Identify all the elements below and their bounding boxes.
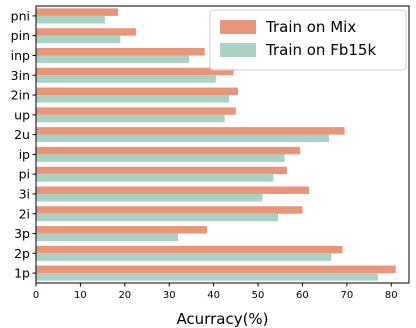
y-tick-label-2u: 2u <box>14 127 30 142</box>
bar-3in-fb15k <box>36 75 216 83</box>
bar-up-fb15k <box>36 114 225 123</box>
bar-2i-fb15k <box>36 213 279 222</box>
x-tick-label-0: 0 <box>33 290 39 301</box>
y-tick-label-2p: 2p <box>14 246 30 261</box>
bar-3in-mix <box>36 67 234 76</box>
bar-2u-mix <box>36 127 345 135</box>
bar-2p-fb15k <box>36 253 332 261</box>
plot-frame <box>35 5 410 284</box>
bar-2in-fb15k <box>36 95 230 103</box>
legend: Train on Mix Train on Fb15k <box>209 9 407 71</box>
bar-3p-mix <box>36 226 207 234</box>
y-tick-label-1p: 1p <box>14 266 30 281</box>
bar-inp-mix <box>36 47 205 56</box>
bar-pi-mix <box>36 166 287 175</box>
bar-inp-fb15k <box>36 55 190 63</box>
x-axis-ticks: 0 10 20 30 40 50 60 70 80 <box>33 283 398 301</box>
bar-up-mix <box>36 107 236 115</box>
x-tick-label-20: 20 <box>118 290 131 301</box>
y-tick-label-pin: pin <box>11 28 30 43</box>
legend-label-mix: Train on Mix <box>265 18 356 36</box>
bar-ip-fb15k <box>36 154 285 162</box>
x-axis-title: Acurracy(%) <box>176 310 268 328</box>
y-tick-label-pi: pi <box>19 167 30 182</box>
y-tick-label-up: up <box>14 107 30 122</box>
bar-3i-mix <box>36 186 310 194</box>
y-tick-label-2i: 2i <box>19 206 30 221</box>
bar-pi-fb15k <box>36 174 274 182</box>
y-tick-label-3p: 3p <box>14 226 30 241</box>
legend-label-fb15k: Train on Fb15k <box>265 41 376 59</box>
x-tick-label-10: 10 <box>74 290 87 301</box>
legend-swatch-mix <box>220 20 256 34</box>
category-labels: pni pin inp 3in 2in up 2u ip pi 3i 2i 3p 2p 1p <box>11 8 36 281</box>
y-tick-label-2in: 2in <box>11 88 30 103</box>
bar-pni-fb15k <box>36 15 105 24</box>
x-tick-label-60: 60 <box>296 290 309 301</box>
x-tick-label-70: 70 <box>340 290 353 301</box>
bar-2in-mix <box>36 87 239 96</box>
bar-pni-mix <box>36 8 119 16</box>
bar-2u-fb15k <box>36 134 330 143</box>
bar-pin-mix <box>36 28 136 36</box>
x-tick-label-40: 40 <box>207 290 220 301</box>
x-tick-label-50: 50 <box>252 290 265 301</box>
bar-3i-fb15k <box>36 193 263 202</box>
y-tick-label-3in: 3in <box>11 68 30 83</box>
y-tick-label-ip: ip <box>19 147 30 162</box>
legend-box <box>209 9 407 71</box>
bar-3p-fb15k <box>36 233 179 242</box>
bar-2i-mix <box>36 206 303 214</box>
bar-ip-mix <box>36 146 301 155</box>
bar-2p-mix <box>36 245 343 254</box>
y-tick-label-3i: 3i <box>19 186 30 201</box>
y-tick-label-inp: inp <box>11 48 30 63</box>
bar-1p-fb15k <box>36 273 378 281</box>
bar-pin-fb15k <box>36 35 121 44</box>
y-tick-label-pni: pni <box>11 8 30 23</box>
bar-1p-mix <box>36 265 396 274</box>
bars-layer <box>36 8 396 281</box>
x-tick-label-30: 30 <box>163 290 176 301</box>
x-tick-label-80: 80 <box>385 290 398 301</box>
legend-swatch-fb15k <box>220 43 256 57</box>
